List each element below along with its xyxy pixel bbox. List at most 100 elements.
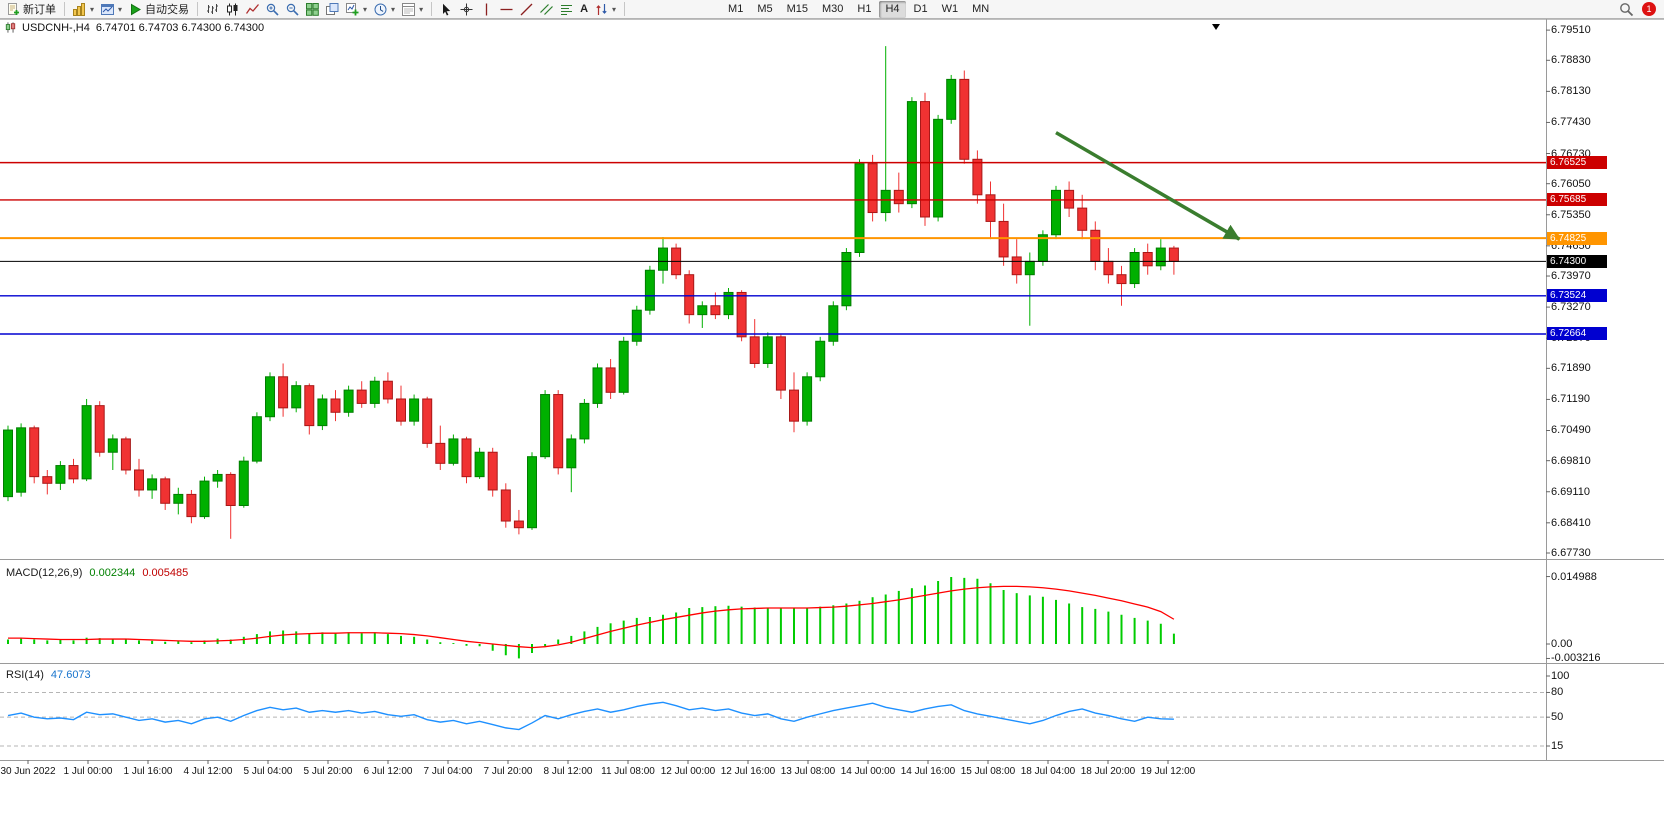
tile-windows-button[interactable]	[303, 1, 322, 18]
candle-up	[265, 376, 275, 418]
toolbar-separator	[197, 2, 199, 16]
candle-up	[1051, 189, 1061, 236]
candle-up	[802, 376, 813, 422]
candle-down	[775, 336, 786, 391]
arrows-tool-button[interactable]: ▾	[592, 1, 619, 18]
horizontal-line-tool-button[interactable]	[497, 1, 516, 18]
timeframe-button-w1[interactable]: W1	[936, 1, 965, 18]
candle-up	[409, 398, 420, 422]
cursor-tool-button[interactable]	[437, 1, 456, 18]
cascade-windows-button[interactable]	[323, 1, 342, 18]
candle-up	[55, 465, 66, 484]
chevron-down-icon: ▾	[118, 4, 123, 14]
templates-icon	[402, 2, 416, 16]
cascade-windows-icon	[326, 2, 339, 15]
zoom-out-button[interactable]	[283, 1, 302, 18]
candle-down	[382, 380, 393, 400]
text-tool-button[interactable]: A	[577, 1, 591, 18]
timeframe-button-m5[interactable]: M5	[751, 1, 778, 18]
text-tool-icon: A	[580, 2, 589, 15]
candle-down	[186, 493, 197, 518]
candle-up	[592, 367, 603, 404]
chart-canvas[interactable]	[0, 19, 1664, 830]
autoscroll-marker	[1212, 24, 1220, 30]
timeframe-toolbar: M1 M5 M15 M30 H1 H4 D1 W1 MN	[722, 0, 995, 18]
candle-up	[3, 429, 13, 498]
candle-down	[42, 476, 53, 484]
candle-down	[985, 194, 996, 222]
toolbar-separator	[64, 2, 65, 16]
autotrading-label: 自动交易	[145, 4, 190, 16]
new-order-icon	[8, 2, 19, 15]
candle-up	[697, 305, 708, 316]
candle-up	[16, 427, 27, 493]
candle-down	[684, 274, 695, 316]
candle-down	[998, 220, 1009, 258]
timeframe-button-m30[interactable]: M30	[816, 1, 849, 18]
candle-down	[1168, 247, 1179, 262]
candlestick-icon	[227, 3, 238, 15]
candle-down	[94, 405, 105, 453]
profiles-button[interactable]: ▾	[98, 1, 125, 18]
candle-down	[68, 465, 79, 480]
candle-up	[199, 480, 210, 518]
candle-down	[789, 389, 799, 422]
chevron-down-icon: ▾	[419, 4, 424, 14]
candle-down	[710, 305, 721, 316]
candle-down	[330, 398, 341, 413]
chevron-down-icon: ▾	[90, 4, 95, 14]
channel-icon	[540, 3, 554, 15]
candle-down	[959, 78, 970, 160]
candle-up	[173, 493, 184, 504]
timeframe-button-mn[interactable]: MN	[966, 1, 995, 18]
candle-up	[369, 380, 380, 404]
zoom-in-button[interactable]	[263, 1, 282, 18]
candlestick-chart-button[interactable]	[223, 1, 242, 18]
fibonacci-icon	[561, 4, 573, 15]
candle-up	[828, 305, 839, 342]
candle-up	[906, 101, 917, 205]
candle-down	[225, 473, 236, 507]
line-chart-button[interactable]	[243, 1, 262, 18]
new-order-label: 新订单	[23, 4, 56, 16]
timeframe-button-h1[interactable]: H1	[851, 1, 877, 18]
notification-badge[interactable]: 1	[1642, 2, 1656, 16]
crosshair-tool-button[interactable]	[457, 1, 476, 18]
timeframe-button-m1[interactable]: M1	[722, 1, 749, 18]
candle-down	[29, 427, 40, 478]
candle-down	[867, 163, 878, 214]
cursor-icon	[443, 3, 451, 15]
profiles-icon	[101, 3, 115, 15]
candle-up	[658, 247, 668, 271]
candle-up	[212, 473, 223, 482]
candle-down	[1011, 256, 1022, 276]
indicators-icon	[346, 2, 359, 15]
indicators-button[interactable]: ▾	[343, 1, 370, 18]
timeframe-button-d1[interactable]: D1	[908, 1, 934, 18]
charts-button[interactable]: ▾	[70, 1, 97, 18]
timeframe-button-m15[interactable]: M15	[781, 1, 814, 18]
search-button[interactable]	[1616, 1, 1637, 18]
candle-up	[854, 163, 865, 253]
candle-down	[736, 291, 747, 338]
periods-button[interactable]: ▾	[371, 1, 398, 18]
candle-down	[513, 520, 524, 529]
candle-down	[120, 438, 131, 471]
vertical-line-tool-button[interactable]	[477, 1, 496, 18]
toolbar-separator	[431, 2, 433, 16]
fibonacci-tool-button[interactable]	[557, 1, 576, 18]
candle-up	[448, 438, 459, 464]
templates-button[interactable]: ▾	[399, 1, 426, 18]
chevron-down-icon: ▾	[612, 4, 617, 14]
candle-up	[343, 389, 354, 413]
candle-down	[893, 189, 904, 205]
trend-arrow[interactable]	[1055, 131, 1241, 241]
trendline-tool-button[interactable]	[517, 1, 536, 18]
bar-chart-button[interactable]	[203, 1, 222, 18]
new-order-button[interactable]: 新订单	[4, 1, 59, 18]
chevron-down-icon: ▾	[363, 4, 368, 14]
channel-tool-button[interactable]	[537, 1, 556, 18]
autotrading-button[interactable]: 自动交易	[126, 1, 192, 18]
timeframe-button-h4[interactable]: H4	[879, 0, 906, 18]
